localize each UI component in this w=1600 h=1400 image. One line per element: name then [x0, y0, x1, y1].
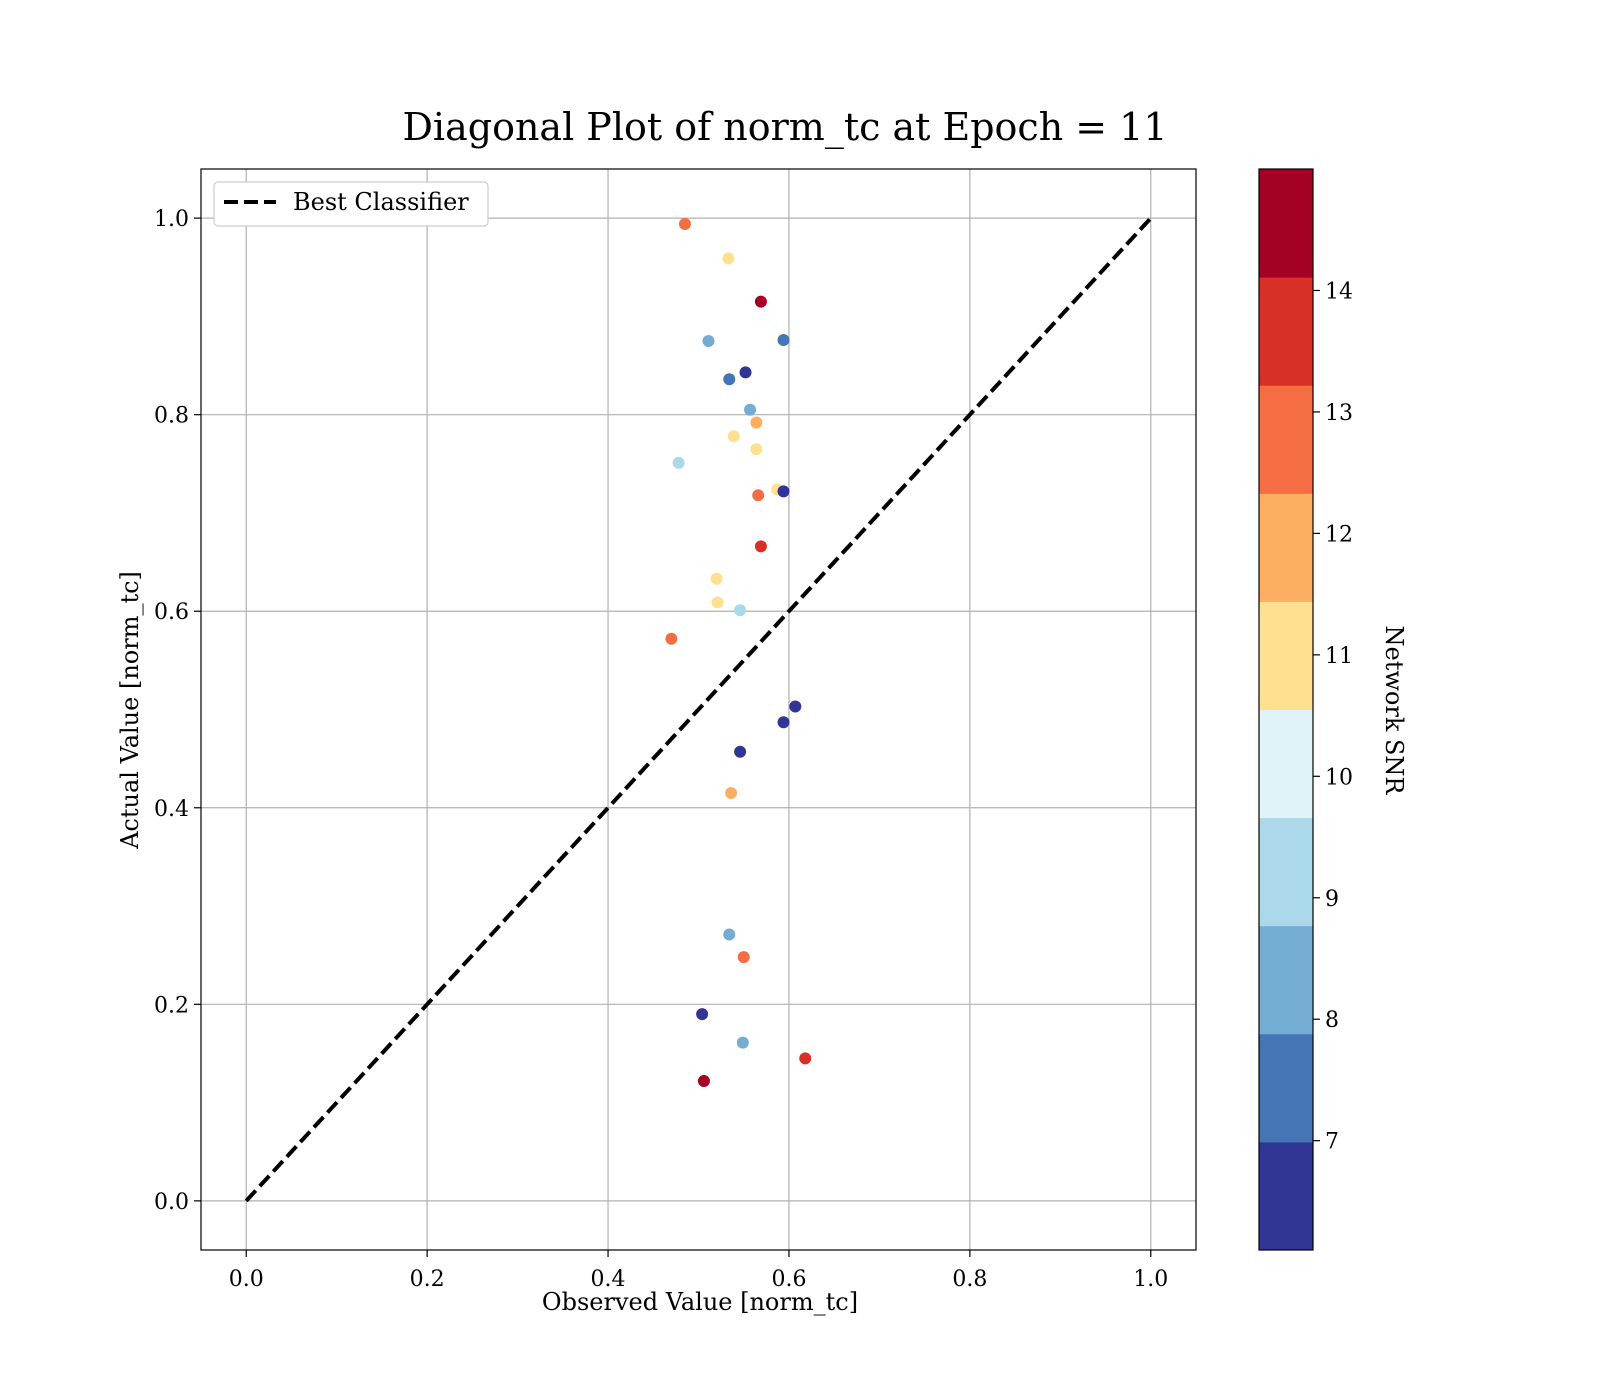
colorbar-segment [1259, 1141, 1313, 1251]
data-point [672, 456, 685, 469]
data-point [678, 218, 691, 231]
y-tick-label: 0.0 [154, 1190, 189, 1215]
y-tick-label: 0.8 [154, 404, 189, 429]
colorbar-segment [1259, 385, 1313, 494]
colorbar-tick-label: 9 [1325, 887, 1339, 912]
legend-entry-best-classifier: Best Classifier [293, 188, 469, 216]
colorbar-tick-label: 12 [1325, 522, 1353, 547]
data-point [750, 443, 763, 456]
chart-title: Diagonal Plot of norm_tc at Epoch = 11 [402, 105, 1167, 150]
colorbar-tick-label: 8 [1325, 1008, 1339, 1033]
y-axis-ticks: 0.0 0.2 0.4 0.6 0.8 1.0 [154, 207, 201, 1215]
x-tick-label: 1.0 [1133, 1267, 1168, 1292]
data-point [665, 632, 678, 645]
colorbar-segment [1259, 1033, 1313, 1143]
plot-area-frame [200, 168, 1197, 1251]
y-tick-label: 1.0 [154, 207, 189, 232]
colorbar-segment [1259, 817, 1313, 927]
data-point [725, 787, 738, 800]
data-point [711, 596, 724, 609]
data-point [739, 366, 752, 379]
colorbar-label: Network SNR [1380, 626, 1408, 796]
colorbar-tick-label: 10 [1325, 765, 1353, 790]
data-point [710, 572, 723, 585]
data-point [777, 485, 790, 498]
colorbar-segment [1259, 169, 1313, 278]
data-point [722, 252, 735, 265]
data-point [734, 604, 747, 617]
data-point [777, 333, 790, 346]
colorbar-tick-label: 14 [1325, 279, 1353, 304]
colorbar-segment [1259, 709, 1313, 819]
x-tick-label: 0.4 [591, 1267, 626, 1292]
y-tick-label: 0.6 [154, 600, 189, 625]
x-tick-label: 0.0 [229, 1267, 264, 1292]
data-point [754, 540, 767, 553]
data-point [697, 1074, 710, 1087]
colorbar-segment [1259, 925, 1313, 1035]
x-tick-label: 0.2 [410, 1267, 445, 1292]
colorbar-tick-label: 11 [1325, 644, 1353, 669]
x-tick-label: 0.6 [771, 1267, 806, 1292]
colorbar-frame [1258, 168, 1314, 1251]
data-point [777, 716, 790, 729]
colorbar-segment [1259, 277, 1313, 386]
data-point [736, 1036, 749, 1049]
x-axis-label: Observed Value [norm_tc] [542, 1288, 858, 1316]
data-point [752, 489, 765, 502]
y-axis-label: Actual Value [norm_tc] [116, 571, 144, 850]
data-point [799, 1052, 812, 1065]
colorbar: 7 8 9 10 11 12 13 14 [1258, 168, 1353, 1251]
data-point [750, 416, 763, 429]
data-point [734, 745, 747, 758]
colorbar-tick-label: 13 [1325, 401, 1353, 426]
colorbar-segment [1259, 493, 1313, 602]
y-tick-label: 0.2 [154, 993, 189, 1018]
data-point [723, 373, 736, 386]
data-point [702, 334, 715, 347]
data-point [696, 1008, 709, 1021]
data-point [754, 295, 767, 308]
legend-box [213, 181, 489, 227]
best-classifier-line-group [244, 216, 1153, 1203]
data-point [723, 928, 736, 941]
x-tick-label: 0.8 [952, 1267, 987, 1292]
data-point [744, 403, 757, 416]
scatter-points [665, 218, 812, 1087]
best-classifier-line [244, 216, 1153, 1203]
data-point [789, 700, 802, 713]
x-axis-ticks: 0.0 0.2 0.4 0.6 0.8 1.0 [229, 1250, 1168, 1292]
data-point [727, 430, 740, 443]
legend: Best Classifier [213, 181, 489, 227]
colorbar-tick-label: 7 [1325, 1130, 1339, 1155]
data-point [737, 951, 750, 964]
y-tick-label: 0.4 [154, 797, 189, 822]
colorbar-segment [1259, 601, 1313, 710]
